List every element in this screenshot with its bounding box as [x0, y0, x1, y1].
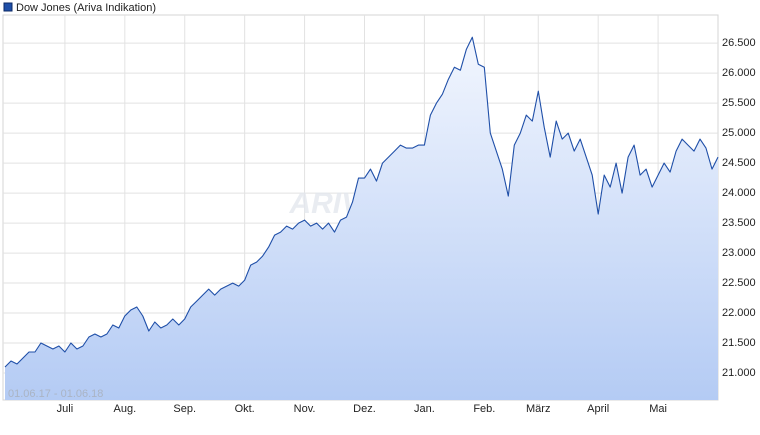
line — [4, 36, 719, 368]
date-range: 01.06.17 - 01.06.18 — [8, 388, 103, 400]
x-tick-label: Aug. — [114, 403, 137, 415]
y-tick-label: 26.000 — [722, 67, 756, 79]
y-tick-label: 22.500 — [722, 277, 756, 289]
y-tick-label: 23.500 — [722, 217, 756, 229]
y-tick-label: 25.000 — [722, 127, 756, 139]
y-tick-label: 26.500 — [722, 37, 756, 49]
x-tick-label: Nov. — [294, 403, 316, 415]
legend-label: Dow Jones (Ariva Indikation) — [16, 2, 156, 14]
y-tick-label: 25.500 — [722, 97, 756, 109]
x-tick-label: Feb. — [473, 403, 495, 415]
x-tick-label: April — [587, 403, 609, 415]
x-tick-label: Sep. — [173, 403, 196, 415]
y-tick-label: 24.000 — [722, 187, 756, 199]
y-tick-label: 23.000 — [722, 247, 756, 259]
y-tick-label: 21.500 — [722, 337, 756, 349]
y-tick-label: 22.000 — [722, 307, 756, 319]
x-tick-label: Mai — [649, 403, 667, 415]
area — [5, 37, 718, 400]
x-tick-label: Dez. — [353, 403, 376, 415]
y-tick-label: 21.000 — [722, 367, 756, 379]
y-tick-label: 24.500 — [722, 157, 756, 169]
x-tick-label: Jan. — [414, 403, 435, 415]
x-tick-label: Juli — [57, 403, 74, 415]
x-tick-label: März — [526, 403, 550, 415]
legend-swatch — [3, 2, 13, 12]
x-tick-label: Okt. — [235, 403, 255, 415]
